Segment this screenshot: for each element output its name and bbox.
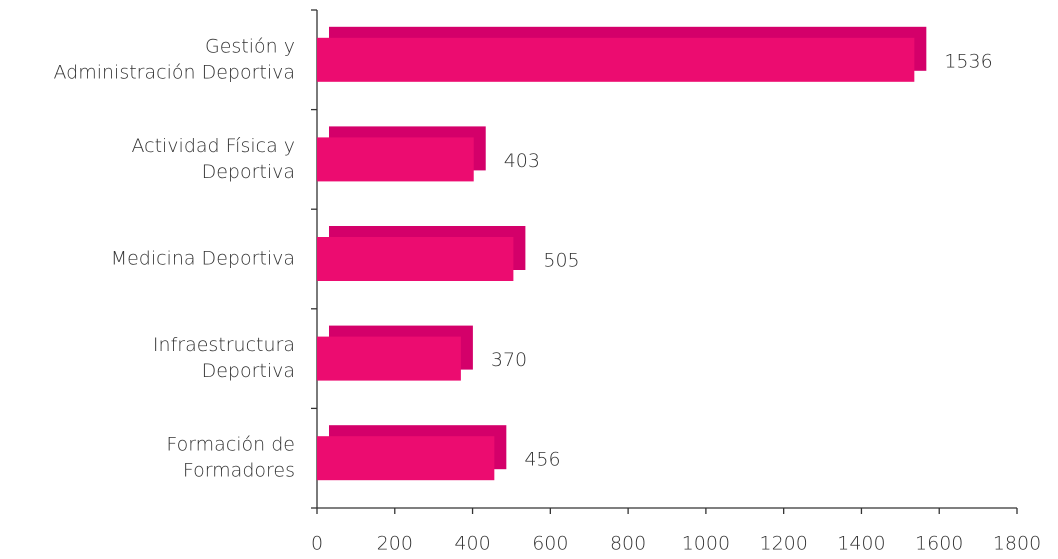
- y-tick-label: Deportiva: [202, 360, 295, 382]
- bar: [317, 237, 514, 281]
- bar: [317, 37, 915, 82]
- bar: [317, 436, 495, 481]
- y-tick-label: Infraestructura: [153, 334, 295, 356]
- x-tick-label: 1000: [682, 533, 730, 555]
- y-tick-label: Administración Deportiva: [54, 61, 296, 83]
- bar: [317, 137, 474, 182]
- y-tick-label: Formación de: [166, 434, 295, 456]
- y-tick-label: Medicina Deportiva: [111, 248, 295, 270]
- value-label: 456: [524, 449, 560, 471]
- x-tick-label: 400: [454, 533, 490, 555]
- x-tick-label: 1400: [837, 533, 885, 555]
- y-tick-label: Actividad Física y: [131, 135, 295, 157]
- x-tick-label: 200: [377, 533, 413, 555]
- bar: [317, 336, 461, 381]
- x-tick-label: 0: [311, 533, 323, 555]
- value-label: 370: [491, 349, 527, 371]
- y-tick-label: Formadores: [183, 460, 295, 482]
- x-tick-label: 800: [610, 533, 646, 555]
- x-tick-label: 1800: [993, 533, 1041, 555]
- y-tick-label: Deportiva: [202, 161, 295, 183]
- x-tick-label: 1200: [759, 533, 807, 555]
- value-label: 403: [504, 150, 540, 172]
- x-tick-label: 600: [532, 533, 568, 555]
- value-label: 1536: [944, 50, 992, 72]
- value-label: 505: [543, 250, 579, 272]
- y-tick-label: Gestión y: [205, 35, 295, 57]
- x-tick-label: 1600: [915, 533, 963, 555]
